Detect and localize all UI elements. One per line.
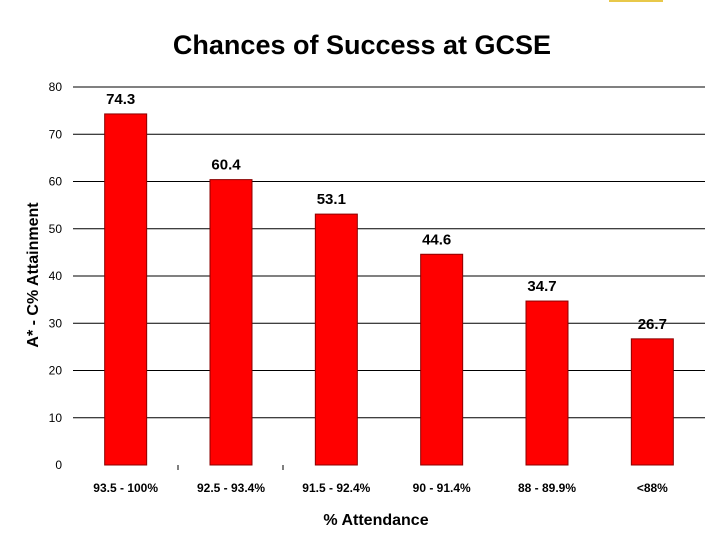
y-tick-label: 60 bbox=[49, 175, 63, 189]
x-tick-label: 92.5 - 93.4% bbox=[197, 481, 265, 495]
data-label: 44.6 bbox=[422, 231, 451, 248]
bars bbox=[104, 113, 674, 466]
y-axis-label: A* - C% Attainment bbox=[25, 202, 42, 348]
y-tick-label: 0 bbox=[55, 458, 62, 472]
y-tick-label: 50 bbox=[49, 222, 63, 236]
bar bbox=[104, 113, 148, 466]
bar bbox=[420, 253, 464, 466]
gridlines bbox=[73, 86, 705, 470]
chart-title: Chances of Success at GCSE bbox=[173, 30, 551, 60]
x-tick-label: 91.5 - 92.4% bbox=[302, 481, 370, 495]
y-tick-label: 10 bbox=[49, 411, 63, 425]
x-tick-labels: 93.5 - 100% 92.5 - 93.4% 91.5 - 92.4% 90 - … bbox=[93, 481, 668, 495]
y-tick-label: 80 bbox=[49, 80, 63, 94]
x-tick-label: 93.5 - 100% bbox=[93, 481, 158, 495]
bar bbox=[525, 300, 569, 466]
data-labels: 74.3 60.4 53.1 44.6 34.7 26.7 bbox=[106, 91, 667, 333]
bar bbox=[314, 213, 358, 466]
y-tick-label: 20 bbox=[49, 364, 63, 378]
data-label: 26.7 bbox=[638, 316, 667, 333]
data-label: 60.4 bbox=[211, 157, 241, 174]
data-label: 74.3 bbox=[106, 91, 135, 108]
x-tick-label: 88 - 89.9% bbox=[518, 481, 576, 495]
bar bbox=[209, 179, 253, 466]
x-axis-label: % Attendance bbox=[323, 512, 428, 529]
x-tick-label: <88% bbox=[637, 481, 668, 495]
data-label: 53.1 bbox=[317, 191, 346, 208]
y-tick-label: 30 bbox=[49, 316, 63, 330]
corner-accent-mark bbox=[609, 0, 663, 2]
y-tick-label: 40 bbox=[49, 269, 63, 283]
y-tick-labels: 0 10 20 30 40 50 60 70 80 bbox=[49, 80, 63, 472]
bar bbox=[630, 338, 674, 466]
x-tick-label: 90 - 91.4% bbox=[413, 481, 471, 495]
data-label: 34.7 bbox=[527, 278, 556, 295]
y-tick-label: 70 bbox=[49, 127, 63, 141]
